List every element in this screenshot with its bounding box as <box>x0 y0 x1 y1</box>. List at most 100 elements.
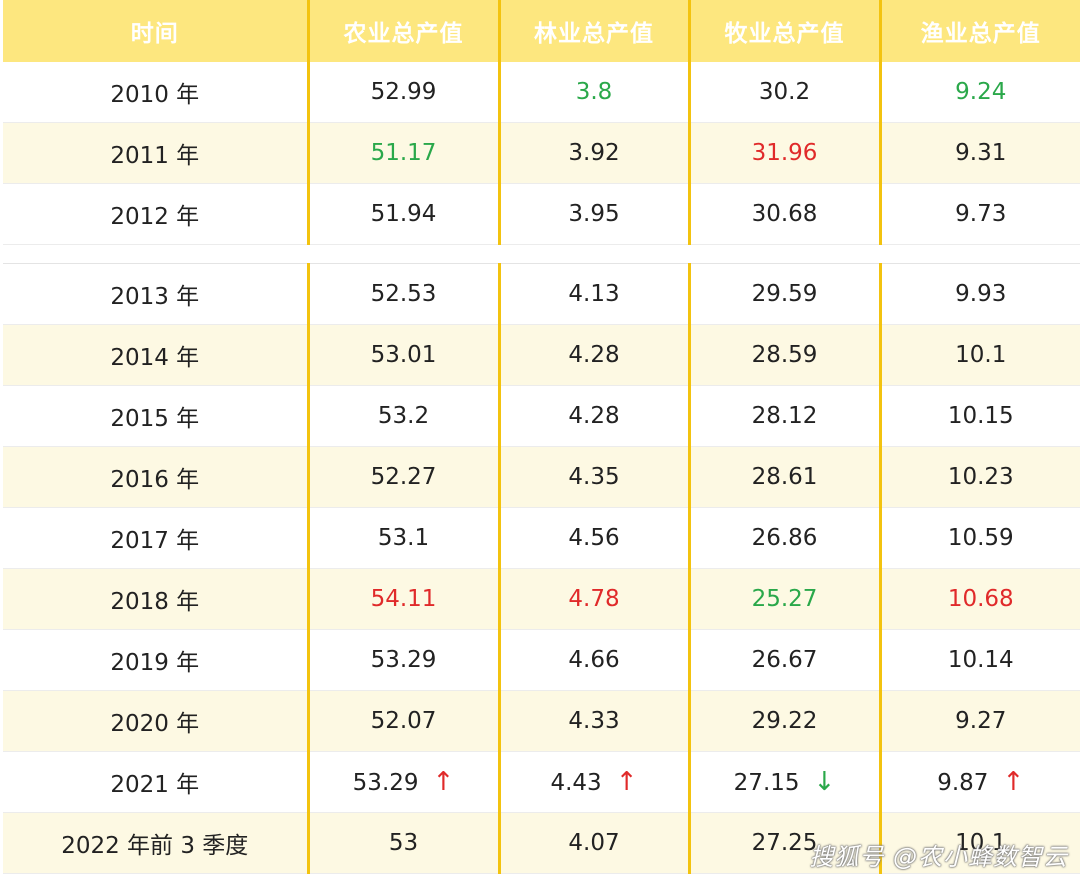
cell-livestock: 31.96 <box>689 122 882 184</box>
header-agriculture: 农业总产值 <box>308 0 501 62</box>
table-row: 2010 年 52.99 3.8 30.2 9.24 <box>3 62 1080 123</box>
cell-fishery: 9.31 <box>880 122 1080 184</box>
cell-livestock: 29.59 <box>689 263 882 325</box>
watermark-prefix: 搜狐号 <box>809 843 885 871</box>
cell-agriculture: 53.2 <box>308 385 501 447</box>
cell-value: 28.12 <box>751 403 818 429</box>
cell-value: 52.27 <box>370 464 437 490</box>
cell-year: 2011 年 <box>3 122 310 184</box>
table-row: 2018 年 54.11 4.78 25.27 10.68 <box>3 568 1080 630</box>
cell-fishery: 9.93 <box>880 263 1080 325</box>
output-value-table: 时间 农业总产值 林业总产值 牧业总产值 渔业总产值 2010 年 52.99 3.… <box>3 0 1080 874</box>
cell-value: 3.92 <box>568 140 620 166</box>
cell-value: 53.01 <box>370 342 437 368</box>
cell-forestry: 4.28 <box>499 324 691 386</box>
cell-value: 3.8 <box>575 79 613 105</box>
cell-year: 2020 年 <box>3 690 310 752</box>
cell-value: 53 <box>388 830 419 856</box>
cell-agriculture: 51.94 <box>308 183 501 245</box>
cell-value: 52.07 <box>370 708 437 734</box>
cell-agriculture: 52.99 <box>308 62 501 123</box>
cell-livestock: 30.2 <box>689 62 882 123</box>
table-row: 2013 年 52.53 4.13 29.59 9.93 <box>3 263 1080 325</box>
table-header-row: 时间 农业总产值 林业总产值 牧业总产值 渔业总产值 <box>3 0 1080 62</box>
cell-agriculture: 53.29 ↑ <box>308 751 501 813</box>
cell-forestry: 4.33 <box>499 690 691 752</box>
cell-value: 10.15 <box>947 403 1014 429</box>
cell-value: 10.59 <box>947 525 1014 551</box>
cell-forestry: 4.56 <box>499 507 691 569</box>
cell-livestock: 27.15 ↓ <box>689 751 882 813</box>
cell-fishery: 9.24 <box>880 62 1080 123</box>
cell-value: 9.24 <box>955 79 1007 105</box>
cell-value: 54.11 <box>370 586 437 612</box>
cell-value: 10.23 <box>947 464 1014 490</box>
cell-year: 2019 年 <box>3 629 310 691</box>
cell-value: 52.99 <box>370 79 437 105</box>
table-row: 2016 年 52.27 4.35 28.61 10.23 <box>3 446 1080 508</box>
cell-value: 9.93 <box>955 281 1007 307</box>
cell-fishery: 10.23 <box>880 446 1080 508</box>
cell-value: 3.95 <box>568 201 620 227</box>
cell-livestock: 28.59 <box>689 324 882 386</box>
arrow-up-icon: ↑ <box>1002 767 1025 797</box>
cell-value: 53.2 <box>377 403 430 429</box>
cell-agriculture: 52.53 <box>308 263 501 325</box>
table-row: 2015 年 53.2 4.28 28.12 10.15 <box>3 385 1080 447</box>
cell-value: 4.28 <box>568 403 620 429</box>
cell-livestock: 30.68 <box>689 183 882 245</box>
cell-year: 2010 年 <box>3 62 310 123</box>
cell-value: 4.66 <box>568 647 620 673</box>
cell-forestry: 4.13 <box>499 263 691 325</box>
cell-value: 10.1 <box>955 830 1007 856</box>
cell-value: 29.22 <box>751 708 818 734</box>
cell-year: 2015 年 <box>3 385 310 447</box>
cell-value: 25.27 <box>751 586 818 612</box>
cell-fishery: 10.1 <box>880 324 1080 386</box>
cell-agriculture: 53.29 <box>308 629 501 691</box>
cell-value: 28.59 <box>751 342 818 368</box>
cell-value: 53.29 <box>352 770 419 796</box>
cell-livestock: 28.61 <box>689 446 882 508</box>
cell-value: 4.33 <box>568 708 620 734</box>
cell-livestock: 26.67 <box>689 629 882 691</box>
cell-forestry: 4.66 <box>499 629 691 691</box>
cell-forestry: 4.43 ↑ <box>499 751 691 813</box>
cell-value: 10.1 <box>955 342 1007 368</box>
cell-year: 2018 年 <box>3 568 310 630</box>
cell-agriculture: 53 <box>308 812 501 874</box>
table-row: 2021 年 53.29 ↑ 4.43 ↑ 27.15 ↓ 9.87 ↑ <box>3 751 1080 813</box>
cell-agriculture: 53.1 <box>308 507 501 569</box>
cell-value: 52.53 <box>370 281 437 307</box>
table-row: 2022 年前 3 季度 53 4.07 27.25 10.1 <box>3 812 1080 874</box>
cell-year: 2014 年 <box>3 324 310 386</box>
cell-value: 4.35 <box>568 464 620 490</box>
cell-value: 9.73 <box>955 201 1007 227</box>
cell-fishery: 10.59 <box>880 507 1080 569</box>
cell-value: 51.94 <box>370 201 437 227</box>
cell-value: 26.67 <box>751 647 818 673</box>
arrow-up-icon: ↑ <box>615 767 638 797</box>
cell-year: 2017 年 <box>3 507 310 569</box>
cell-value: 4.43 <box>550 770 602 796</box>
cell-livestock: 28.12 <box>689 385 882 447</box>
table-row: 2020 年 52.07 4.33 29.22 9.27 <box>3 690 1080 752</box>
cell-livestock: 26.86 <box>689 507 882 569</box>
gap-cell <box>3 244 1080 264</box>
cell-value: 4.07 <box>568 830 620 856</box>
table-row: 2012 年 51.94 3.95 30.68 9.73 <box>3 183 1080 245</box>
cell-livestock: 25.27 <box>689 568 882 630</box>
cell-value: 27.25 <box>751 830 818 856</box>
cell-fishery: 9.27 <box>880 690 1080 752</box>
cell-forestry: 4.35 <box>499 446 691 508</box>
cell-year: 2016 年 <box>3 446 310 508</box>
cell-value: 4.13 <box>568 281 620 307</box>
cell-value: 51.17 <box>370 140 437 166</box>
cell-forestry: 4.78 <box>499 568 691 630</box>
cell-livestock: 29.22 <box>689 690 882 752</box>
table-split-gap <box>3 244 1080 264</box>
header-forestry: 林业总产值 <box>499 0 691 62</box>
table-row: 2019 年 53.29 4.66 26.67 10.14 <box>3 629 1080 691</box>
cell-fishery: 10.68 <box>880 568 1080 630</box>
table-row: 2011 年 51.17 3.92 31.96 9.31 <box>3 122 1080 184</box>
